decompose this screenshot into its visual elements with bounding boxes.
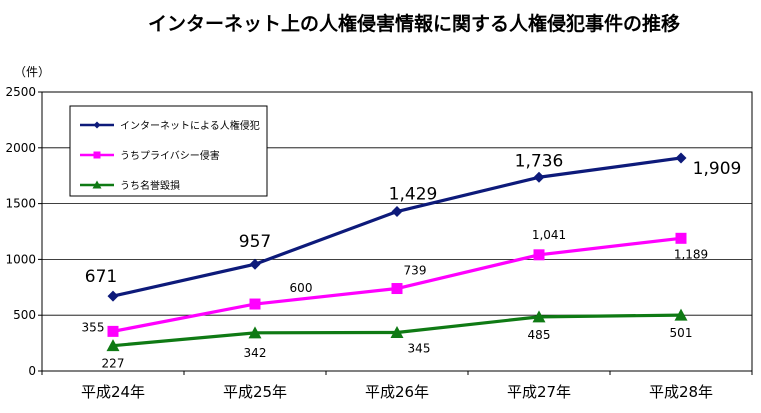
y-axis-unit-label: （件）	[14, 65, 50, 79]
x-tick-label: 平成27年	[507, 383, 571, 401]
legend-swatch-marker	[92, 180, 102, 189]
data-label-internet-violations: 1,736	[515, 151, 564, 171]
data-label-defamation: 485	[528, 328, 551, 342]
legend-label: インターネットによる人権侵犯	[120, 119, 260, 132]
plot-area	[41, 91, 753, 372]
data-point-privacy-infringement	[249, 298, 261, 310]
data-point-internet-violations	[533, 171, 545, 183]
data-label-internet-violations: 1,429	[389, 185, 438, 205]
data-label-privacy-infringement: 739	[404, 264, 427, 278]
x-tick-label: 平成28年	[649, 383, 713, 401]
y-tick-label: 1500	[5, 197, 36, 211]
data-label-defamation: 501	[670, 326, 693, 340]
y-tick-label: 0	[28, 364, 36, 378]
data-point-internet-violations	[107, 290, 119, 302]
data-point-internet-violations	[249, 258, 261, 270]
legend-box	[69, 105, 268, 197]
data-label-privacy-infringement: 600	[290, 281, 313, 295]
x-tick-label: 平成26年	[365, 383, 429, 401]
y-tick-label: 500	[13, 308, 36, 322]
data-point-privacy-infringement	[675, 232, 687, 244]
data-label-privacy-infringement: 1,189	[674, 247, 708, 261]
y-tick-label: 2500	[5, 85, 36, 99]
y-tick-label: 1000	[5, 252, 36, 266]
x-tick-label: 平成25年	[223, 383, 287, 401]
data-label-internet-violations: 671	[85, 267, 117, 287]
data-point-privacy-infringement	[107, 325, 119, 337]
legend-label: うち名誉毀損	[120, 179, 180, 192]
data-point-defamation	[106, 339, 120, 352]
data-label-internet-violations: 957	[239, 232, 271, 252]
data-point-privacy-infringement	[391, 283, 403, 295]
data-point-defamation	[390, 325, 404, 338]
legend-label: うちプライバシー侵害	[120, 149, 220, 162]
data-point-defamation	[674, 308, 688, 321]
legend-swatch-marker	[93, 151, 101, 159]
x-tick-label: 平成24年	[81, 383, 145, 401]
data-point-internet-violations	[391, 206, 403, 218]
data-point-internet-violations	[675, 152, 687, 164]
y-tick-label: 2000	[5, 141, 36, 155]
data-point-defamation	[248, 326, 262, 339]
data-point-defamation	[532, 310, 546, 323]
data-point-privacy-infringement	[533, 249, 545, 261]
data-label-defamation: 227	[102, 357, 125, 371]
chart-title: インターネット上の人権侵害情報に関する人権侵犯事件の推移	[148, 12, 680, 35]
data-label-defamation: 342	[244, 346, 267, 360]
legend-swatch-marker	[93, 121, 101, 129]
data-label-internet-violations: 1,909	[693, 159, 742, 179]
data-label-defamation: 345	[408, 341, 431, 355]
data-label-privacy-infringement: 1,041	[532, 228, 566, 242]
data-label-privacy-infringement: 355	[82, 320, 105, 334]
